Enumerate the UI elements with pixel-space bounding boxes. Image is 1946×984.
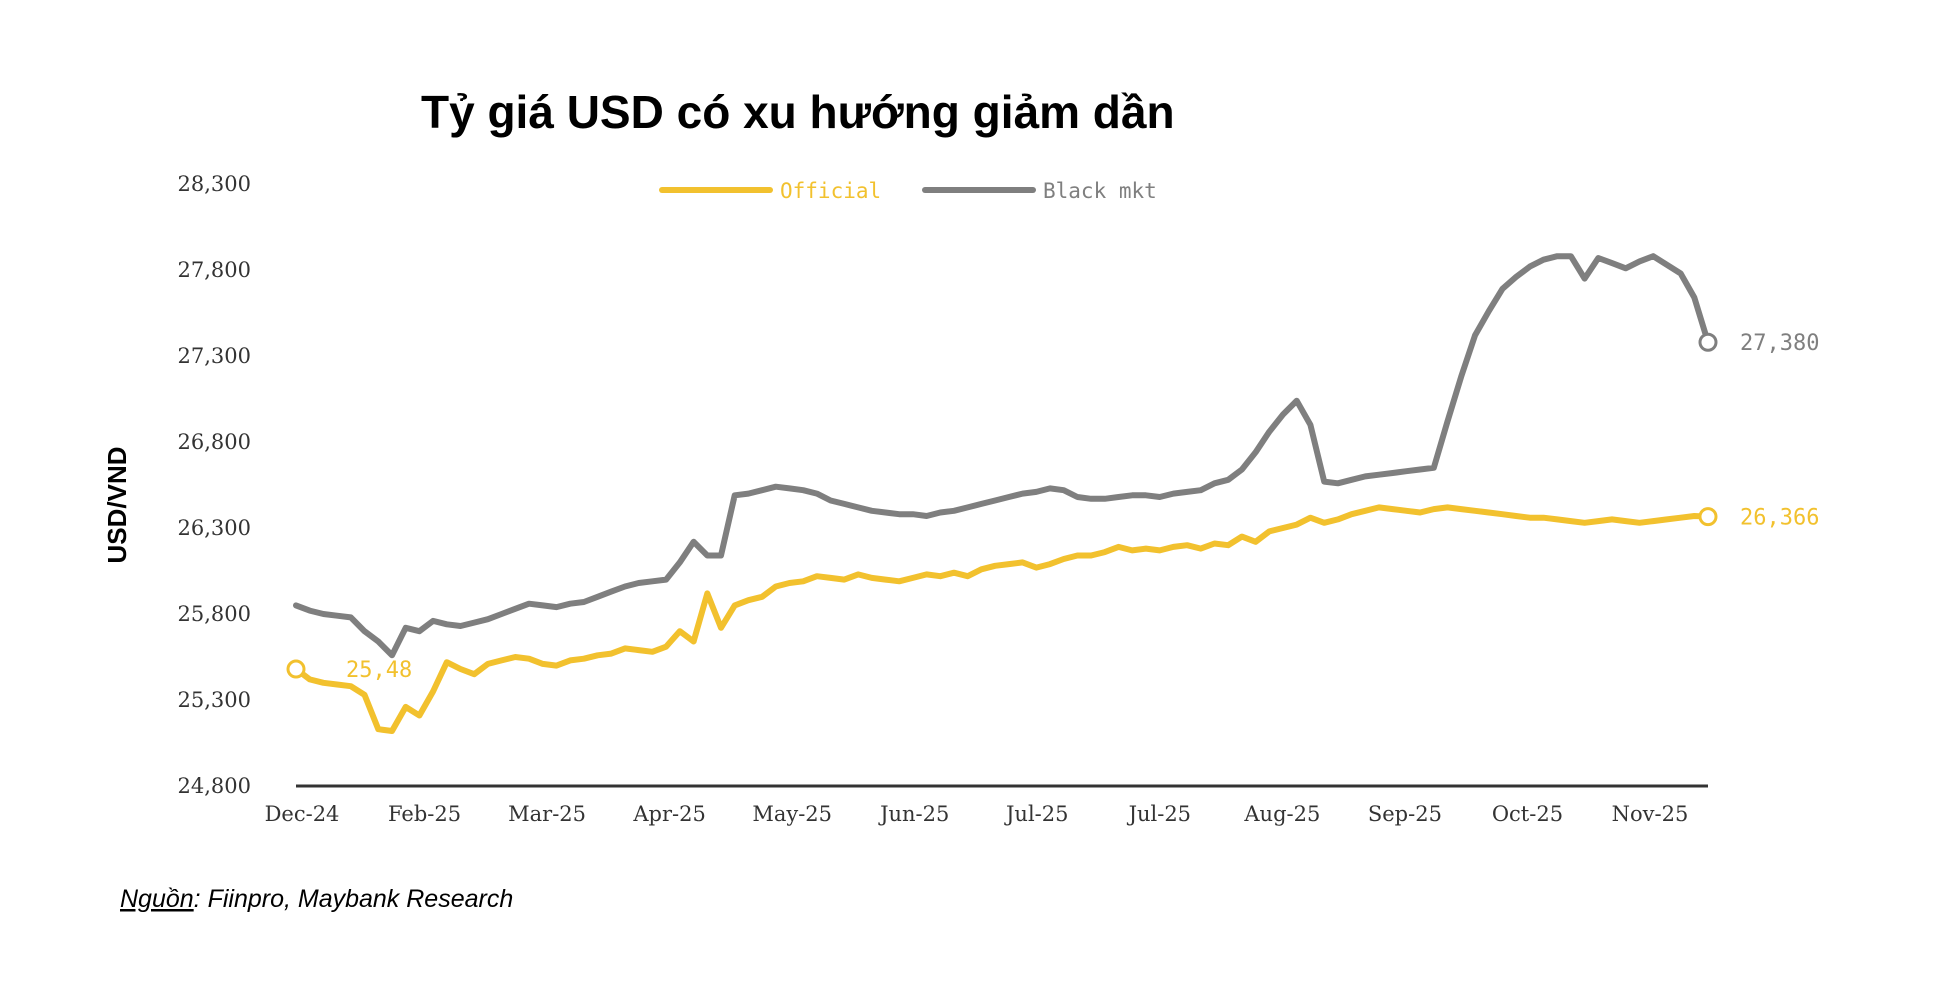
chart-title: Tỷ giá USD có xu hướng giảm dần	[421, 86, 1175, 138]
source-note-prefix: Nguồn	[120, 885, 194, 913]
series-line-official	[293, 504, 1711, 734]
x-tick-label: Jul-25	[1127, 802, 1191, 826]
y-tick-label: 27,800	[178, 258, 251, 282]
x-tick-label: Aug-25	[1243, 802, 1320, 826]
y-axis-ticks: 28,300 27,800 27,300 26,800 26,300 25,800 25,3…	[178, 172, 251, 798]
start-label-official: 25,48	[346, 658, 412, 683]
x-tick-label: Jul-25	[1004, 802, 1068, 826]
x-tick-label: Nov-25	[1612, 802, 1689, 826]
x-tick-label: Oct-25	[1492, 802, 1563, 826]
x-tick-label: May-25	[752, 802, 832, 826]
x-axis: Dec-24 Feb-25 Mar-25 Apr-25 May-25 Jun-25 Jul-…	[265, 784, 1708, 826]
legend-label-black-mkt: Black mkt	[1043, 179, 1157, 203]
x-tick-label: Jun-25	[878, 802, 949, 826]
y-tick-label: 28,300	[178, 172, 251, 196]
y-tick-label: 25,800	[178, 602, 251, 626]
y-tick-label: 26,800	[178, 430, 251, 454]
legend: Official Black mkt	[659, 179, 1157, 203]
source-note-rest: : Fiinpro, Maybank Research	[194, 885, 514, 913]
y-tick-label: 26,300	[178, 516, 251, 540]
x-tick-label: Apr-25	[632, 802, 705, 826]
x-tick-label: Dec-24	[265, 802, 340, 826]
x-tick-label: Feb-25	[388, 802, 461, 826]
y-axis-label: USD/VND	[102, 446, 132, 563]
y-tick-label: 27,300	[178, 344, 251, 368]
legend-label-official: Official	[780, 179, 881, 203]
x-tick-label: Mar-25	[508, 802, 586, 826]
source-note: Nguồn: Fiinpro, Maybank Research	[120, 885, 513, 913]
x-tick-label: Sep-25	[1368, 802, 1442, 826]
end-label-black-mkt: 27,380	[1740, 331, 1819, 356]
y-tick-label: 24,800	[178, 774, 251, 798]
end-point-black-mkt	[1698, 332, 1718, 352]
series-line-black-mkt	[293, 253, 1711, 659]
y-tick-label: 25,300	[178, 688, 251, 712]
end-label-official: 26,366	[1740, 506, 1819, 531]
end-point-official	[1698, 507, 1718, 527]
start-point-official	[286, 659, 306, 679]
series-layer: 27,380 26,366 25,48	[286, 253, 1819, 734]
